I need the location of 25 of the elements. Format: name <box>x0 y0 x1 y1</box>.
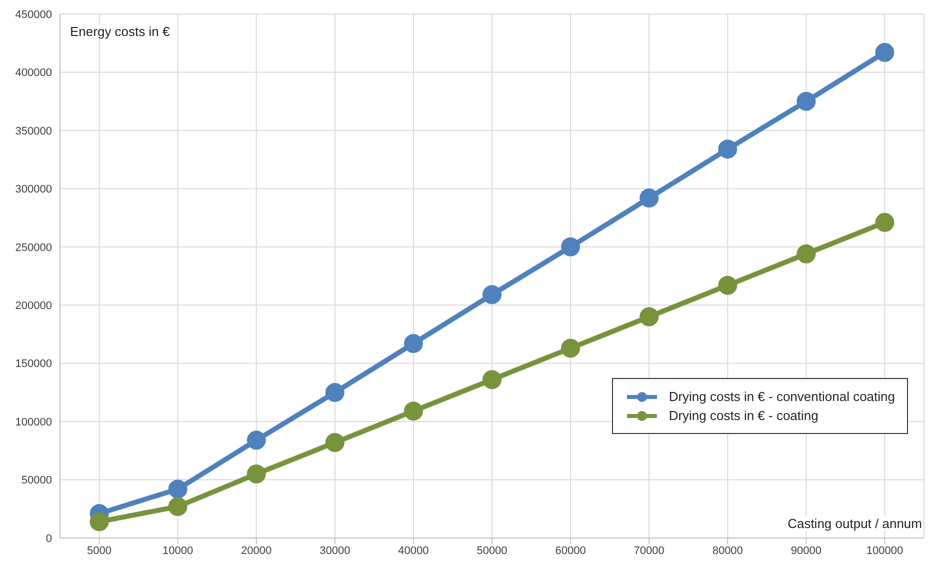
x-tick-label: 70000 <box>634 544 664 557</box>
x-tick-label: 100000 <box>866 544 904 557</box>
x-tick-label: 20000 <box>241 544 272 557</box>
x-tick-label: 90000 <box>790 544 822 557</box>
x-tick-label: 80000 <box>712 544 743 557</box>
y-tick-label: 250000 <box>15 242 52 254</box>
y-tick-label: 350000 <box>15 125 52 138</box>
x-tick-label: 5000 <box>87 544 112 557</box>
legend-label: Drying costs in € - coating <box>668 408 818 423</box>
x-tick-label: 40000 <box>398 544 429 557</box>
y-tick-label: 150000 <box>15 358 52 370</box>
y-tick-label: 450000 <box>15 8 52 21</box>
x-tick-label: 60000 <box>555 544 586 557</box>
x-tick-label: 10000 <box>162 544 194 557</box>
y-tick-label: 400000 <box>15 67 52 80</box>
x-axis-title: Casting output / annum <box>788 516 922 531</box>
y-tick-label: 100000 <box>15 416 52 428</box>
y-tick-label: 50000 <box>21 474 52 487</box>
y-tick-label: 0 <box>46 532 52 545</box>
y-tick-label: 300000 <box>15 184 52 196</box>
y-tick-label: 200000 <box>15 300 52 312</box>
y-axis-title: Energy costs in € <box>70 24 170 39</box>
x-tick-label: 50000 <box>476 544 508 557</box>
legend-label: Drying costs in € - conventional coating <box>668 389 895 404</box>
x-tick-label: 30000 <box>320 544 350 557</box>
